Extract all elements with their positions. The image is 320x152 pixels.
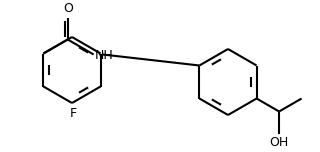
Text: NH: NH	[95, 49, 113, 62]
Text: F: F	[69, 107, 76, 120]
Text: O: O	[64, 2, 74, 14]
Text: OH: OH	[269, 136, 289, 150]
